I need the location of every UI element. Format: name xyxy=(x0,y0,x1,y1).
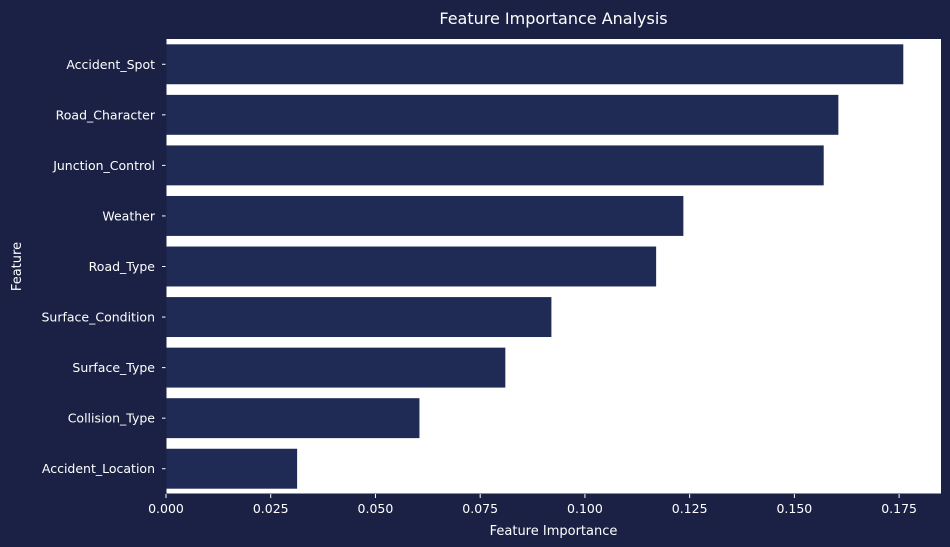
y-tick-label: Road_Character xyxy=(56,107,156,122)
y-tick-label: Surface_Condition xyxy=(41,310,155,325)
bar-collision-type xyxy=(166,398,420,439)
x-tick-label: 0.100 xyxy=(567,501,603,516)
x-tick-label: 0.125 xyxy=(672,501,708,516)
y-tick-label: Surface_Type xyxy=(72,360,155,375)
x-tick-label: 0.050 xyxy=(358,501,394,516)
x-axis-title: Feature Importance xyxy=(490,524,618,539)
y-tick-label: Collision_Type xyxy=(68,411,156,426)
y-axis-title: Feature xyxy=(10,242,25,291)
y-tick-label: Weather xyxy=(102,208,155,223)
x-tick-label: 0.175 xyxy=(881,501,917,516)
y-tick-label: Accident_Spot xyxy=(66,57,155,72)
bar-road-character xyxy=(166,94,839,135)
x-tick-label: 0.075 xyxy=(462,501,498,516)
x-tick-label: 0.000 xyxy=(148,501,184,516)
y-axis: Accident_Spot Road_Character Junction_Cont… xyxy=(41,39,167,494)
y-tick-label: Junction_Control xyxy=(52,158,155,173)
bar-road-type xyxy=(166,246,657,287)
chart-title: Feature Importance Analysis xyxy=(439,9,667,28)
bar-surface-condition xyxy=(166,297,552,338)
bar-junction-control xyxy=(166,145,824,186)
bar-accident-location xyxy=(166,448,298,489)
bar-accident-spot xyxy=(166,44,904,85)
x-tick-label: 0.150 xyxy=(776,501,812,516)
y-tick-label: Accident_Location xyxy=(42,461,155,476)
x-tick-label: 0.025 xyxy=(253,501,289,516)
y-tick-label: Road_Type xyxy=(89,259,156,274)
x-axis: 0.000 0.025 0.050 0.075 0.100 0.125 0.150 0.175 xyxy=(148,493,941,516)
bar-weather xyxy=(166,195,684,236)
bar-surface-type xyxy=(166,347,506,388)
bars-layer xyxy=(166,44,904,489)
